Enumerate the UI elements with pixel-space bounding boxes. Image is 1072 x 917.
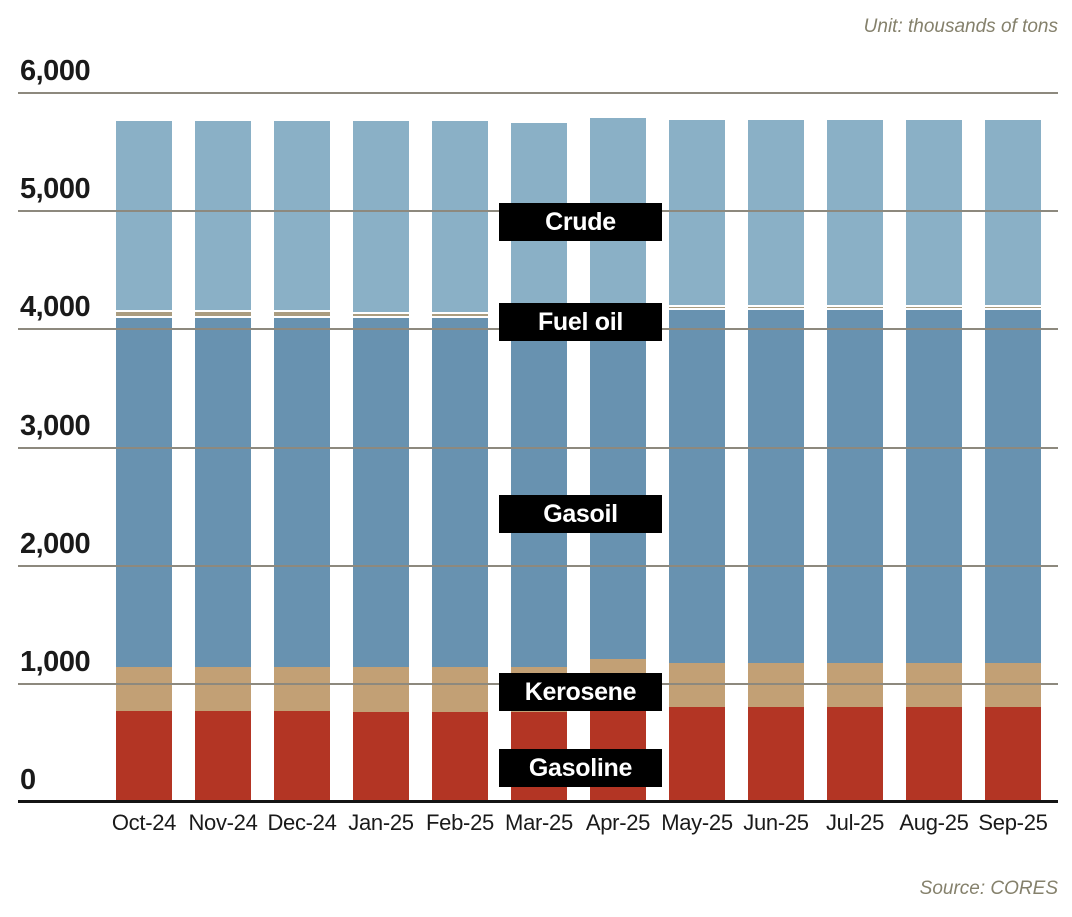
source-note: Source: CORES (919, 878, 1058, 899)
bar-segment-mar-25-gasoil (511, 317, 567, 668)
bar-segment-jan-25-crude (353, 121, 409, 312)
bar-segment-jan-25-gasoil (353, 317, 409, 668)
y-axis-label: 0 (20, 764, 36, 796)
bar-segment-may-25-kerosene (669, 662, 725, 708)
bar-segment-sep-25-crude (985, 120, 1041, 305)
x-axis-line (18, 800, 1058, 803)
bar-segment-nov-24-kerosene (195, 667, 251, 711)
bar-segment-sep-25-kerosene (985, 662, 1041, 708)
bar-segment-oct-24-fuel-oil (116, 310, 172, 318)
bar-segment-dec-24-fuel-oil (274, 310, 330, 318)
bar-segment-feb-25-crude (432, 121, 488, 312)
bar-segment-nov-24-gasoil (195, 317, 251, 668)
bar-segment-jul-25-fuel-oil (827, 304, 883, 311)
bar-segment-jun-25-fuel-oil (748, 304, 804, 311)
bar-segment-jul-25-gasoil (827, 310, 883, 663)
bar-segment-oct-24-gasoline (116, 711, 172, 802)
series-label-gasoline: Gasoline (499, 748, 662, 787)
bar-segment-aug-25-kerosene (906, 662, 962, 708)
bar-segment-feb-25-fuel-oil (432, 311, 488, 318)
y-axis-label: 1,000 (20, 645, 91, 678)
bar-segment-dec-24-gasoil (274, 317, 330, 668)
bar-segment-jun-25-kerosene (748, 662, 804, 708)
y-axis-label: 6,000 (20, 55, 91, 87)
bar-segment-may-25-gasoil (669, 310, 725, 663)
x-axis-label: May-25 (661, 810, 733, 835)
bar-segment-sep-25-gasoil (985, 310, 1041, 663)
bar-segment-aug-25-gasoline (906, 707, 962, 802)
y-axis-label: 3,000 (20, 409, 91, 442)
series-label-fuel-oil: Fuel oil (499, 303, 662, 342)
bar-segment-jan-25-fuel-oil (353, 311, 409, 318)
bar-segment-may-25-gasoline (669, 707, 725, 802)
x-axis-label: Sep-25 (978, 810, 1048, 835)
gridline-6-000 (18, 92, 1058, 94)
bar-segment-jul-25-gasoline (827, 707, 883, 802)
x-axis-label: Aug-25 (899, 810, 969, 835)
bar-segment-nov-24-fuel-oil (195, 310, 251, 318)
bar-segment-nov-24-crude (195, 121, 251, 311)
bar-segment-oct-24-crude (116, 121, 172, 311)
bar-segment-jul-25-crude (827, 120, 883, 305)
bar-segment-oct-24-kerosene (116, 667, 172, 711)
x-axis-label: Jul-25 (825, 810, 885, 835)
bar-segment-feb-25-kerosene (432, 667, 488, 713)
bar-segment-aug-25-fuel-oil (906, 304, 962, 311)
x-axis-label: Feb-25 (426, 810, 494, 835)
x-axis-label: Oct-24 (111, 810, 177, 835)
bar-segment-feb-25-gasoline (432, 712, 488, 802)
bar-segment-aug-25-crude (906, 120, 962, 305)
gridline-2-000 (18, 564, 1058, 567)
bar-segment-may-25-fuel-oil (669, 304, 725, 311)
x-axis-label: Jan-25 (348, 810, 414, 835)
bar-segment-may-25-crude (669, 120, 725, 305)
bar-segment-feb-25-gasoil (432, 317, 488, 668)
bar-segment-dec-24-crude (274, 121, 330, 311)
bar-segment-aug-25-gasoil (906, 310, 962, 663)
bar-segment-jul-25-kerosene (827, 662, 883, 708)
bar-segment-jun-25-crude (748, 120, 804, 305)
y-axis-label: 4,000 (20, 291, 91, 324)
series-label-gasoil: Gasoil (499, 494, 662, 533)
series-label-crude: Crude (499, 202, 662, 241)
bar-segment-sep-25-gasoline (985, 707, 1041, 802)
x-axis-label: Nov-24 (188, 810, 258, 835)
x-axis-label: Apr-25 (585, 810, 651, 835)
gridline-3-000 (18, 446, 1058, 449)
bar-segment-jun-25-gasoil (748, 310, 804, 663)
bar-segment-jan-25-gasoline (353, 712, 409, 802)
bar-segment-jan-25-kerosene (353, 667, 409, 713)
x-axis-label: Jun-25 (743, 810, 809, 835)
bar-segment-sep-25-fuel-oil (985, 304, 1041, 311)
y-axis-label: 2,000 (20, 527, 91, 560)
bar-segment-nov-24-gasoline (195, 711, 251, 802)
x-axis-label: Dec-24 (267, 810, 337, 835)
series-label-kerosene: Kerosene (499, 673, 662, 712)
bar-segment-dec-24-gasoline (274, 711, 330, 802)
bar-segment-apr-25-gasoil (590, 311, 646, 659)
unit-note: Unit: thousands of tons (863, 16, 1058, 37)
x-axis-label: Mar-25 (505, 810, 573, 835)
y-axis-label: 5,000 (20, 173, 91, 206)
bar-segment-dec-24-kerosene (274, 667, 330, 711)
bar-segment-jun-25-gasoline (748, 707, 804, 802)
bar-segment-oct-24-gasoil (116, 317, 172, 668)
